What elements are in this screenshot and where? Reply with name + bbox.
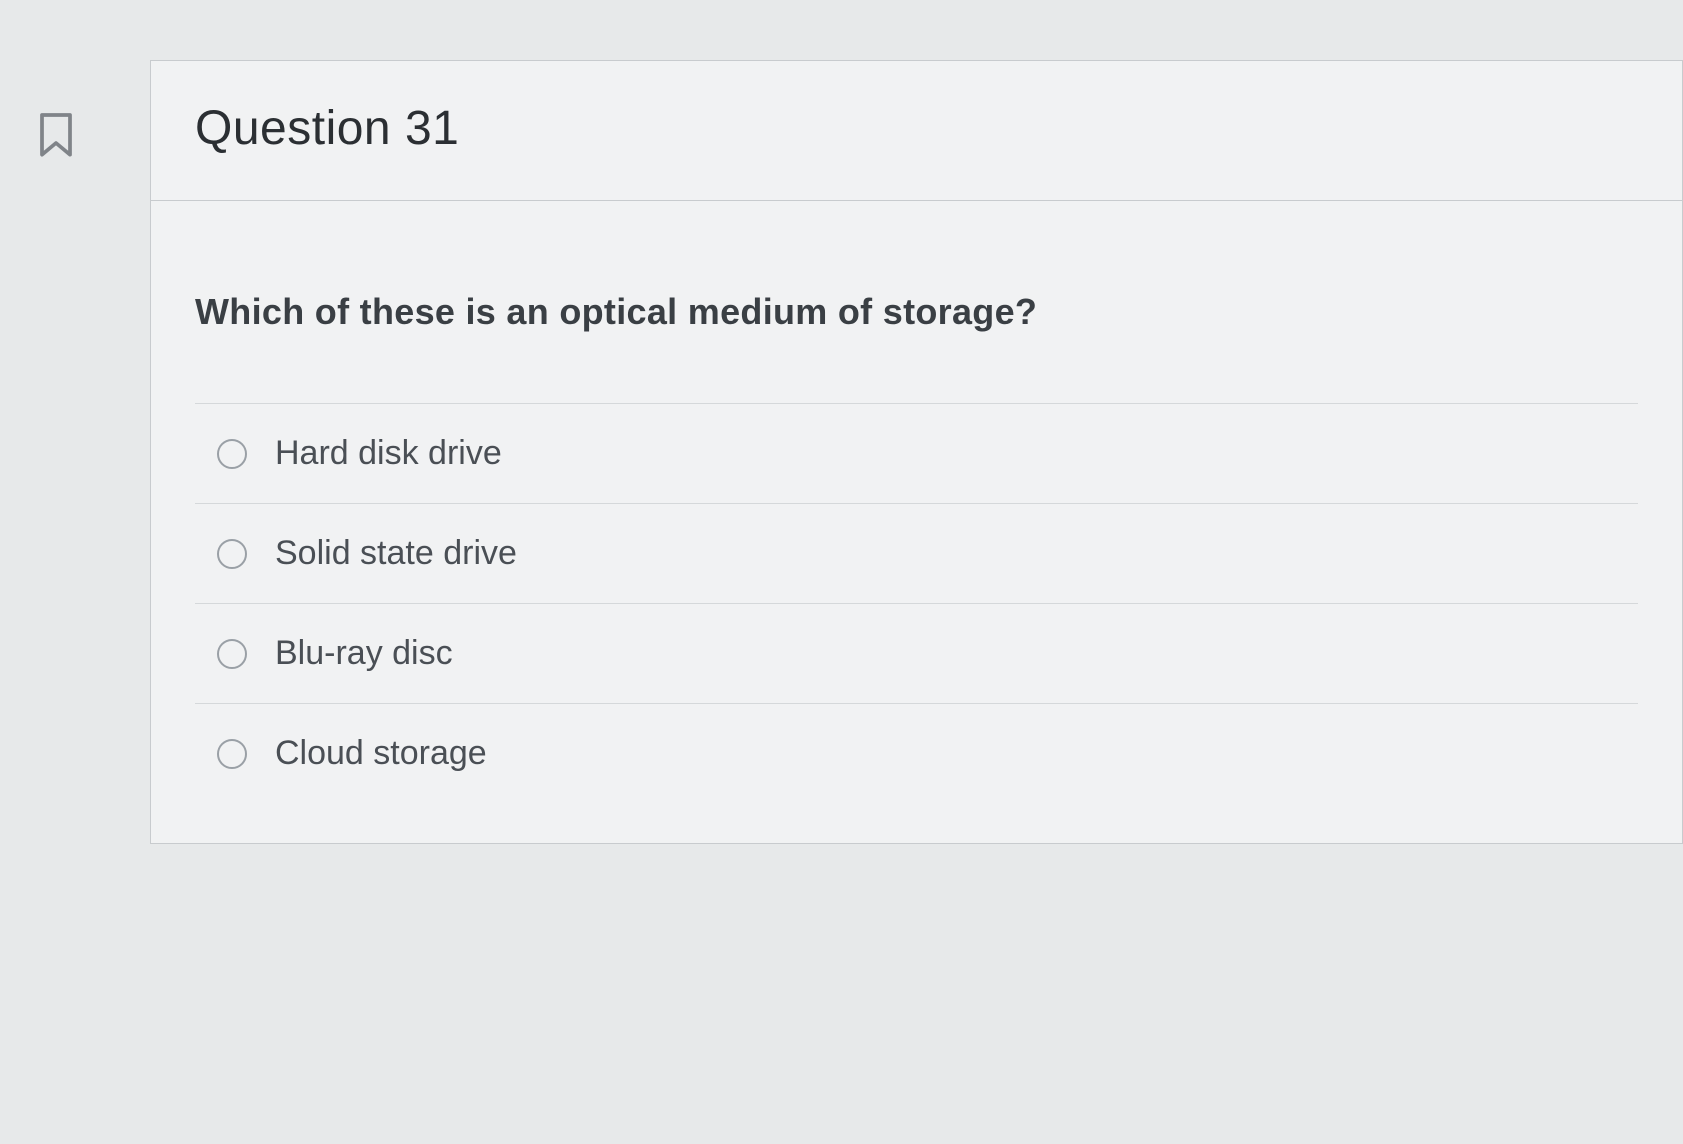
question-body: Which of these is an optical medium of s…: [151, 201, 1682, 843]
option-3[interactable]: Cloud storage: [195, 704, 1638, 803]
page-root: Question 31 Which of these is an optical…: [0, 0, 1683, 1144]
radio-icon[interactable]: [217, 639, 247, 669]
question-header: Question 31: [151, 61, 1682, 201]
radio-icon[interactable]: [217, 539, 247, 569]
question-card: Question 31 Which of these is an optical…: [150, 60, 1683, 844]
option-2[interactable]: Blu-ray disc: [195, 604, 1638, 704]
option-label: Cloud storage: [275, 734, 487, 773]
option-0[interactable]: Hard disk drive: [195, 404, 1638, 504]
question-title: Question 31: [195, 101, 1638, 156]
option-1[interactable]: Solid state drive: [195, 504, 1638, 604]
option-label: Solid state drive: [275, 534, 517, 573]
question-prompt: Which of these is an optical medium of s…: [195, 291, 1638, 333]
option-label: Hard disk drive: [275, 434, 502, 473]
flag-icon[interactable]: [28, 108, 84, 164]
radio-icon[interactable]: [217, 739, 247, 769]
options-list: Hard disk drive Solid state drive Blu-ra…: [195, 403, 1638, 803]
option-label: Blu-ray disc: [275, 634, 453, 673]
radio-icon[interactable]: [217, 439, 247, 469]
